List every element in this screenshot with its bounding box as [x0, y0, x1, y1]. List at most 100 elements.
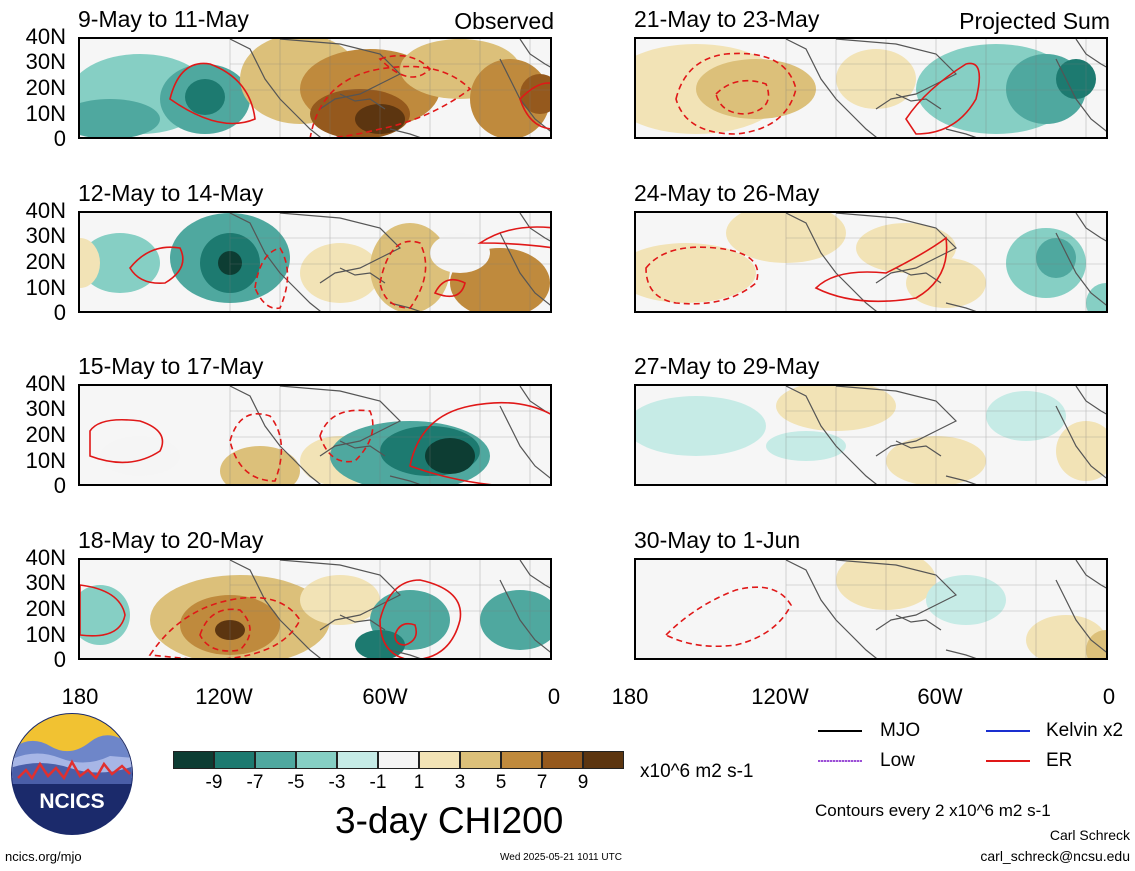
lon-label: 60W — [917, 684, 963, 709]
lat-label: 10N — [25, 101, 66, 126]
lat-label: 0 — [53, 473, 66, 498]
chi200-anomaly-region — [766, 431, 846, 461]
coastline — [389, 128, 421, 137]
colorbar-tick-label: 3 — [454, 772, 466, 793]
chi200-anomaly-region — [80, 238, 100, 288]
er-contour — [229, 413, 283, 482]
coastline — [519, 560, 550, 589]
coastline — [279, 39, 402, 110]
observed-map-panel — [78, 37, 552, 139]
colorbar-swatch — [214, 751, 255, 769]
ncics-logo: NCICS — [10, 712, 134, 836]
er-contour — [169, 62, 256, 125]
site-url[interactable]: ncics.org/mjo — [5, 849, 82, 864]
er-contour — [379, 240, 427, 309]
panel-tag-projected: Projected Sum — [959, 8, 1110, 34]
legend-mjo-line — [818, 730, 862, 732]
main-title: 3-day CHI200 — [335, 800, 564, 841]
coastline — [499, 405, 550, 479]
chi200-anomaly-region — [300, 575, 380, 625]
coastline — [895, 614, 942, 631]
er-contour — [378, 54, 432, 78]
lon-label: 120W — [195, 684, 253, 709]
coastline — [895, 93, 942, 110]
legend-low-line — [818, 760, 862, 762]
chi200-anomaly-region — [480, 590, 550, 650]
coastline — [785, 386, 877, 484]
colorbar-swatch — [542, 751, 583, 769]
panel-title: 27-May to 29-May — [634, 353, 820, 379]
lat-label: 10N — [25, 622, 66, 647]
chi200-anomaly-region — [220, 446, 300, 484]
coastline — [1055, 232, 1106, 306]
er-contour — [715, 79, 770, 115]
coastline — [835, 560, 958, 631]
map-grid — [229, 386, 550, 484]
lat-label: 20N — [25, 422, 66, 447]
chi200-anomaly-region — [836, 49, 916, 109]
author-email[interactable]: carl_schreck@ncsu.edu — [980, 848, 1130, 864]
chi200-field — [636, 39, 1106, 137]
lat-label: 0 — [53, 300, 66, 325]
logo-text: NCICS — [39, 790, 105, 813]
er-contour — [379, 579, 462, 658]
chi200-field — [636, 386, 1106, 484]
chi200-anomaly-region — [696, 59, 816, 119]
lat-label: 40N — [25, 545, 66, 570]
chi200-anomaly-region — [636, 396, 766, 456]
legend-kelvin-label: Kelvin x2 — [1046, 720, 1124, 741]
legend-er-line — [986, 760, 1030, 762]
colorbar-tick-label: -3 — [328, 772, 346, 793]
projected-map-panel — [634, 384, 1108, 486]
colorbar-swatch — [378, 751, 419, 769]
coastline — [339, 93, 386, 110]
observed-map-panel — [78, 384, 552, 486]
lat-label: 30N — [25, 396, 66, 421]
er-contour — [477, 226, 550, 249]
lat-label: 40N — [25, 371, 66, 396]
er-contour — [129, 246, 184, 285]
coastline — [785, 213, 877, 311]
observed-map-panel — [78, 211, 552, 313]
coastline — [339, 614, 386, 631]
contour-note: Contours every 2 x10^6 m2 s-1 — [815, 801, 1051, 820]
coastline — [785, 560, 877, 658]
projected-map-panel — [634, 558, 1108, 660]
er-contour — [675, 52, 797, 135]
coastline — [945, 128, 977, 137]
panel-title: 15-May to 17-May — [78, 353, 264, 379]
lon-label: 120W — [751, 684, 809, 709]
coastline — [229, 39, 321, 137]
lat-label: 10N — [25, 275, 66, 300]
legend-mjo-label: MJO — [880, 720, 921, 741]
colorbar-swatch — [255, 751, 296, 769]
coastline — [229, 386, 321, 484]
chi200-anomaly-region — [100, 436, 180, 476]
coastline — [519, 39, 550, 68]
lat-label: 0 — [53, 126, 66, 151]
coastline — [279, 386, 402, 457]
map-grid — [785, 39, 1106, 137]
map-grid — [785, 386, 1106, 484]
colorbar-tick-label: -5 — [287, 772, 305, 793]
coastline — [339, 440, 386, 457]
lon-label: 0 — [547, 684, 561, 709]
colorbar-swatch — [419, 751, 460, 769]
coastline — [895, 267, 942, 284]
panel-title: 21-May to 23-May — [634, 6, 820, 32]
coastline — [389, 475, 421, 484]
coastline — [389, 649, 421, 658]
panel-tag-observed: Observed — [454, 8, 554, 34]
er-contour — [905, 62, 981, 135]
colorbar-tick-label: 5 — [495, 772, 507, 793]
map-grid — [785, 560, 1106, 658]
legend-er-label: ER — [1046, 750, 1073, 771]
chi200-anomaly-region — [906, 258, 986, 308]
map-grid — [229, 560, 550, 658]
chi200-anomaly-region — [425, 438, 475, 474]
colorbar-tick-label: -7 — [246, 772, 264, 793]
chi200-anomaly-region — [370, 223, 450, 311]
lat-label: 20N — [25, 75, 66, 100]
chi200-anomaly-region — [80, 99, 160, 137]
colorbar-swatch — [501, 751, 542, 769]
